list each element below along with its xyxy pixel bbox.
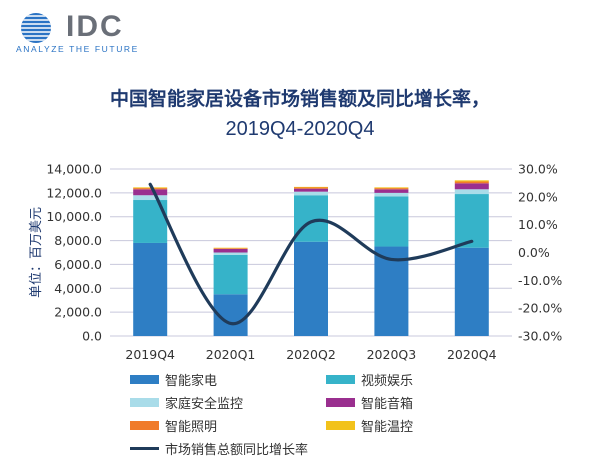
legend-swatch	[326, 397, 355, 407]
bar-segment	[294, 191, 328, 196]
bar-segment	[374, 187, 409, 189]
y2-tick-label: -30.0%	[518, 329, 562, 344]
y-tick-label: 4,000.0	[54, 281, 102, 296]
legend-label: 市场销售总额同比增长率	[165, 442, 309, 458]
y-tick-label: 12,000.0	[46, 185, 102, 200]
bar-segment	[294, 241, 328, 336]
legend-item: 智能音箱	[326, 392, 413, 412]
bar-segment	[454, 247, 489, 336]
bar-segment	[133, 195, 168, 201]
legend-swatch	[130, 420, 159, 430]
x-tick-label: 2020Q3	[367, 347, 417, 362]
bar-segment	[454, 189, 489, 195]
chart-subtitle: 2019Q4-2020Q4	[225, 118, 375, 140]
bar-segment	[133, 242, 168, 336]
bar-segment	[213, 248, 248, 249]
bar-segment	[133, 189, 168, 196]
bar-segment	[133, 187, 168, 189]
legend-label: 智能温控	[361, 419, 414, 435]
legend-item: 市场销售总额同比增长率	[130, 438, 308, 458]
bar-segment	[294, 187, 328, 189]
x-tick-label: 2020Q4	[447, 347, 497, 362]
legend-swatch	[130, 374, 159, 384]
y-tick-label: 0.0	[82, 329, 102, 344]
legend-swatch	[326, 374, 355, 384]
y2-tick-label: 30.0%	[518, 162, 558, 177]
bar-segment	[374, 189, 409, 193]
bar-segment	[294, 186, 328, 188]
legend-label: 家庭安全监控	[165, 396, 244, 412]
growth-rate-line	[148, 182, 474, 326]
legend-line-swatch	[130, 446, 159, 450]
idc-logo: IDC ANALYZE THE FUTURE	[16, 10, 166, 56]
bar-segment	[294, 188, 328, 192]
y2-tick-label: 10.0%	[518, 217, 558, 232]
bar-segment	[374, 192, 409, 197]
y-tick-label: 10,000.0	[46, 209, 102, 224]
y-tick-label: 2,000.0	[54, 305, 102, 320]
y-tick-label: 8,000.0	[54, 233, 102, 248]
bar-segment	[454, 180, 489, 182]
legend-item: 视频娱乐	[326, 369, 413, 389]
legend-item: 智能家电	[130, 369, 217, 389]
y2-tick-label: 0.0%	[518, 245, 550, 260]
legend-label: 视频娱乐	[361, 373, 414, 389]
bar-segment	[133, 188, 168, 190]
y-axis-label: 单位：百万美元	[29, 207, 44, 298]
x-tick-label: 2019Q4	[125, 347, 175, 362]
legend-label: 智能音箱	[361, 396, 414, 412]
x-tick-label: 2020Q1	[206, 347, 256, 362]
legend-item: 家庭安全监控	[130, 392, 243, 412]
bar-segment	[294, 195, 328, 242]
y2-tick-label: -10.0%	[518, 273, 562, 288]
y2-tick-label: -20.0%	[518, 301, 562, 316]
y-tick-label: 6,000.0	[54, 257, 102, 272]
legend-label: 智能家电	[165, 373, 218, 389]
bar-segment	[213, 254, 248, 295]
chart-title: 中国智能家居设备市场销售额及同比增长率，	[109, 88, 490, 110]
legend-swatch	[326, 420, 355, 430]
legend-swatch	[130, 397, 159, 407]
bar-segment	[374, 188, 409, 190]
bar-segment	[374, 246, 409, 336]
globe-icon	[21, 13, 51, 43]
logo-tagline: ANALYZE THE FUTURE	[16, 44, 139, 54]
legend-item: 智能温控	[326, 415, 413, 435]
legend-item: 智能照明	[130, 415, 217, 435]
bar-segment	[213, 248, 248, 253]
y-tick-label: 14,000.0	[46, 162, 102, 177]
logo-text: IDC	[66, 10, 124, 43]
bar-segment	[374, 196, 409, 247]
bar-segment	[454, 183, 489, 190]
bar-segment	[213, 252, 248, 255]
bar-segment	[454, 194, 489, 248]
legend-label: 智能照明	[165, 419, 218, 435]
y2-tick-label: 20.0%	[518, 189, 558, 204]
x-tick-label: 2020Q2	[286, 347, 336, 362]
bar-segment	[454, 181, 489, 184]
